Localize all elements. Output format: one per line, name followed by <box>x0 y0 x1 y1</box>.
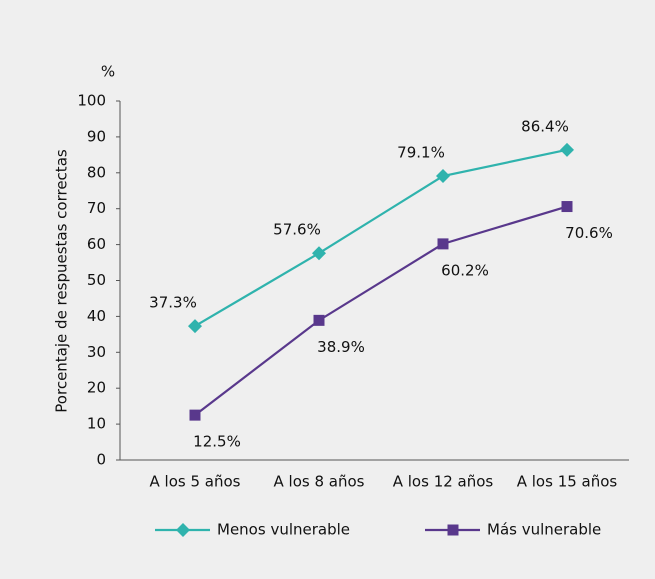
data-label: 12.5% <box>193 433 241 451</box>
y-unit: % <box>101 63 115 81</box>
point <box>560 142 574 157</box>
y-tick-label: 20 <box>87 379 106 397</box>
data-label: 86.4% <box>521 117 569 135</box>
data-label: 79.1% <box>397 144 445 162</box>
y-tick-label: 40 <box>87 307 106 325</box>
y-tick-label: 0 <box>96 451 106 469</box>
y-tick-label: 90 <box>87 127 106 145</box>
series-line <box>194 205 568 416</box>
point <box>437 238 449 250</box>
y-tick-label: 10 <box>87 415 106 433</box>
y-tick-label: 60 <box>87 235 106 253</box>
legend-label: Más vulnerable <box>487 521 601 539</box>
y-tick-label: 50 <box>87 271 106 289</box>
point <box>436 169 450 184</box>
x-tick-label: A los 5 años <box>150 473 241 491</box>
data-label: 57.6% <box>273 221 321 239</box>
point <box>188 319 202 334</box>
point <box>312 246 326 261</box>
point <box>561 201 573 213</box>
legend-label: Menos vulnerable <box>217 521 350 539</box>
x-tick-label: A los 8 años <box>274 473 365 491</box>
data-label: 60.2% <box>441 261 489 279</box>
data-label: 70.6% <box>565 224 613 242</box>
y-axis-title: Porcentaje de respuestas correctas <box>53 149 71 413</box>
y-tick-label: 30 <box>87 343 106 361</box>
data-label: 37.3% <box>149 294 197 312</box>
y-tick-label: 70 <box>87 199 106 217</box>
legend-marker <box>176 523 190 537</box>
x-tick-label: A los 12 años <box>393 473 494 491</box>
series-line <box>194 148 568 328</box>
y-tick-label: 100 <box>77 92 106 110</box>
data-label: 38.9% <box>317 338 365 356</box>
y-tick-label: 80 <box>87 163 106 181</box>
point <box>313 314 325 326</box>
x-tick-label: A los 15 años <box>517 473 618 491</box>
legend-marker <box>447 524 459 536</box>
point <box>189 409 201 421</box>
